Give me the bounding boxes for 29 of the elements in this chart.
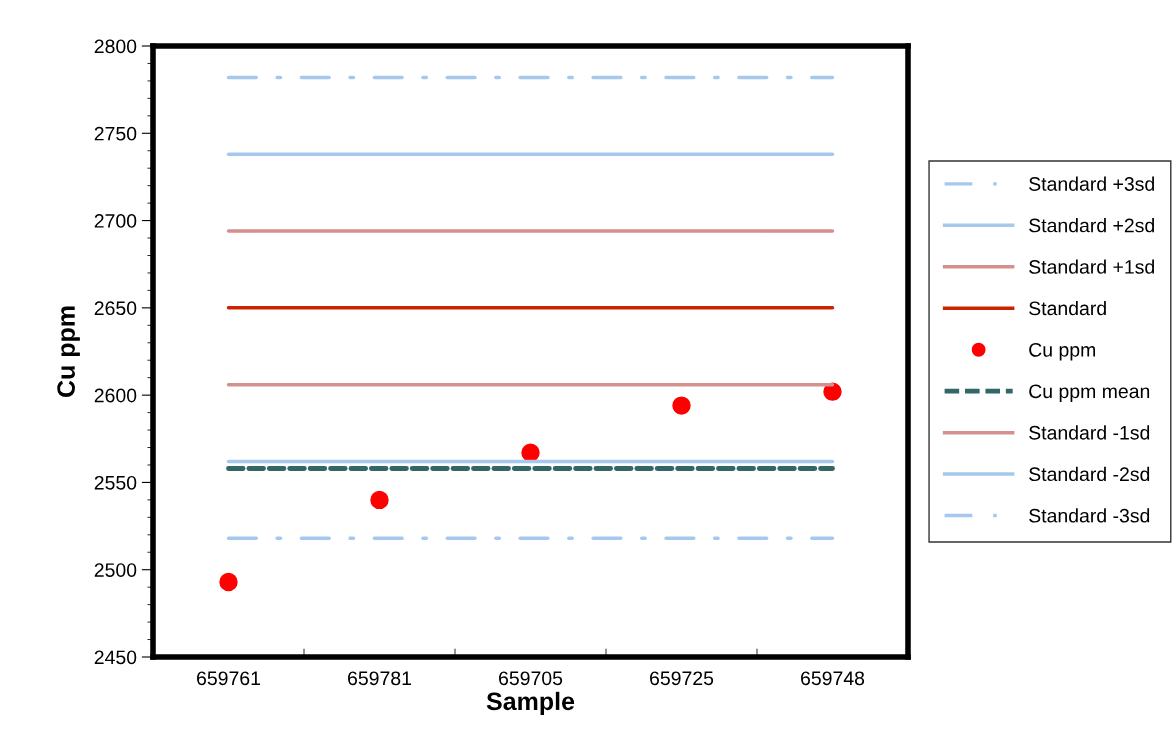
y-tick-label: 2650 xyxy=(94,301,137,316)
legend-label: Standard xyxy=(1029,300,1106,316)
y-tick-label: 2800 xyxy=(94,39,137,54)
x-axis-title: Sample xyxy=(486,691,575,716)
y-axis-title: Cu ppm xyxy=(57,306,80,397)
y-tick-label: 2550 xyxy=(94,475,137,490)
legend-label: Standard -1sd xyxy=(1029,425,1150,440)
y-tick-label: 2600 xyxy=(94,388,137,403)
x-tick-label: 659748 xyxy=(801,671,865,686)
legend-label: Standard +3sd xyxy=(1029,176,1154,191)
legend-label: Standard +2sd xyxy=(1029,218,1154,233)
point xyxy=(823,382,842,401)
x-tick-label: 659705 xyxy=(499,671,563,686)
point xyxy=(370,490,389,510)
legend-label: Standard -3sd xyxy=(1029,508,1150,523)
x-tick-label: 659761 xyxy=(197,671,260,686)
point xyxy=(521,443,540,462)
legend-label: Cu ppm xyxy=(1029,342,1096,361)
point xyxy=(219,572,238,592)
legend-label: Standard +1sd xyxy=(1029,259,1154,274)
x-tick-label: 659781 xyxy=(348,671,411,686)
point xyxy=(672,396,691,415)
y-tick-label: 2500 xyxy=(94,563,137,577)
y-tick-label: 2450 xyxy=(94,650,137,665)
y-tick-label: 2700 xyxy=(94,214,137,228)
x-tick-label: 659725 xyxy=(650,671,714,686)
legend-label: Cu ppm mean xyxy=(1029,384,1150,403)
y-tick-label: 2750 xyxy=(94,126,137,141)
legend-label: Standard -2sd xyxy=(1029,466,1150,482)
